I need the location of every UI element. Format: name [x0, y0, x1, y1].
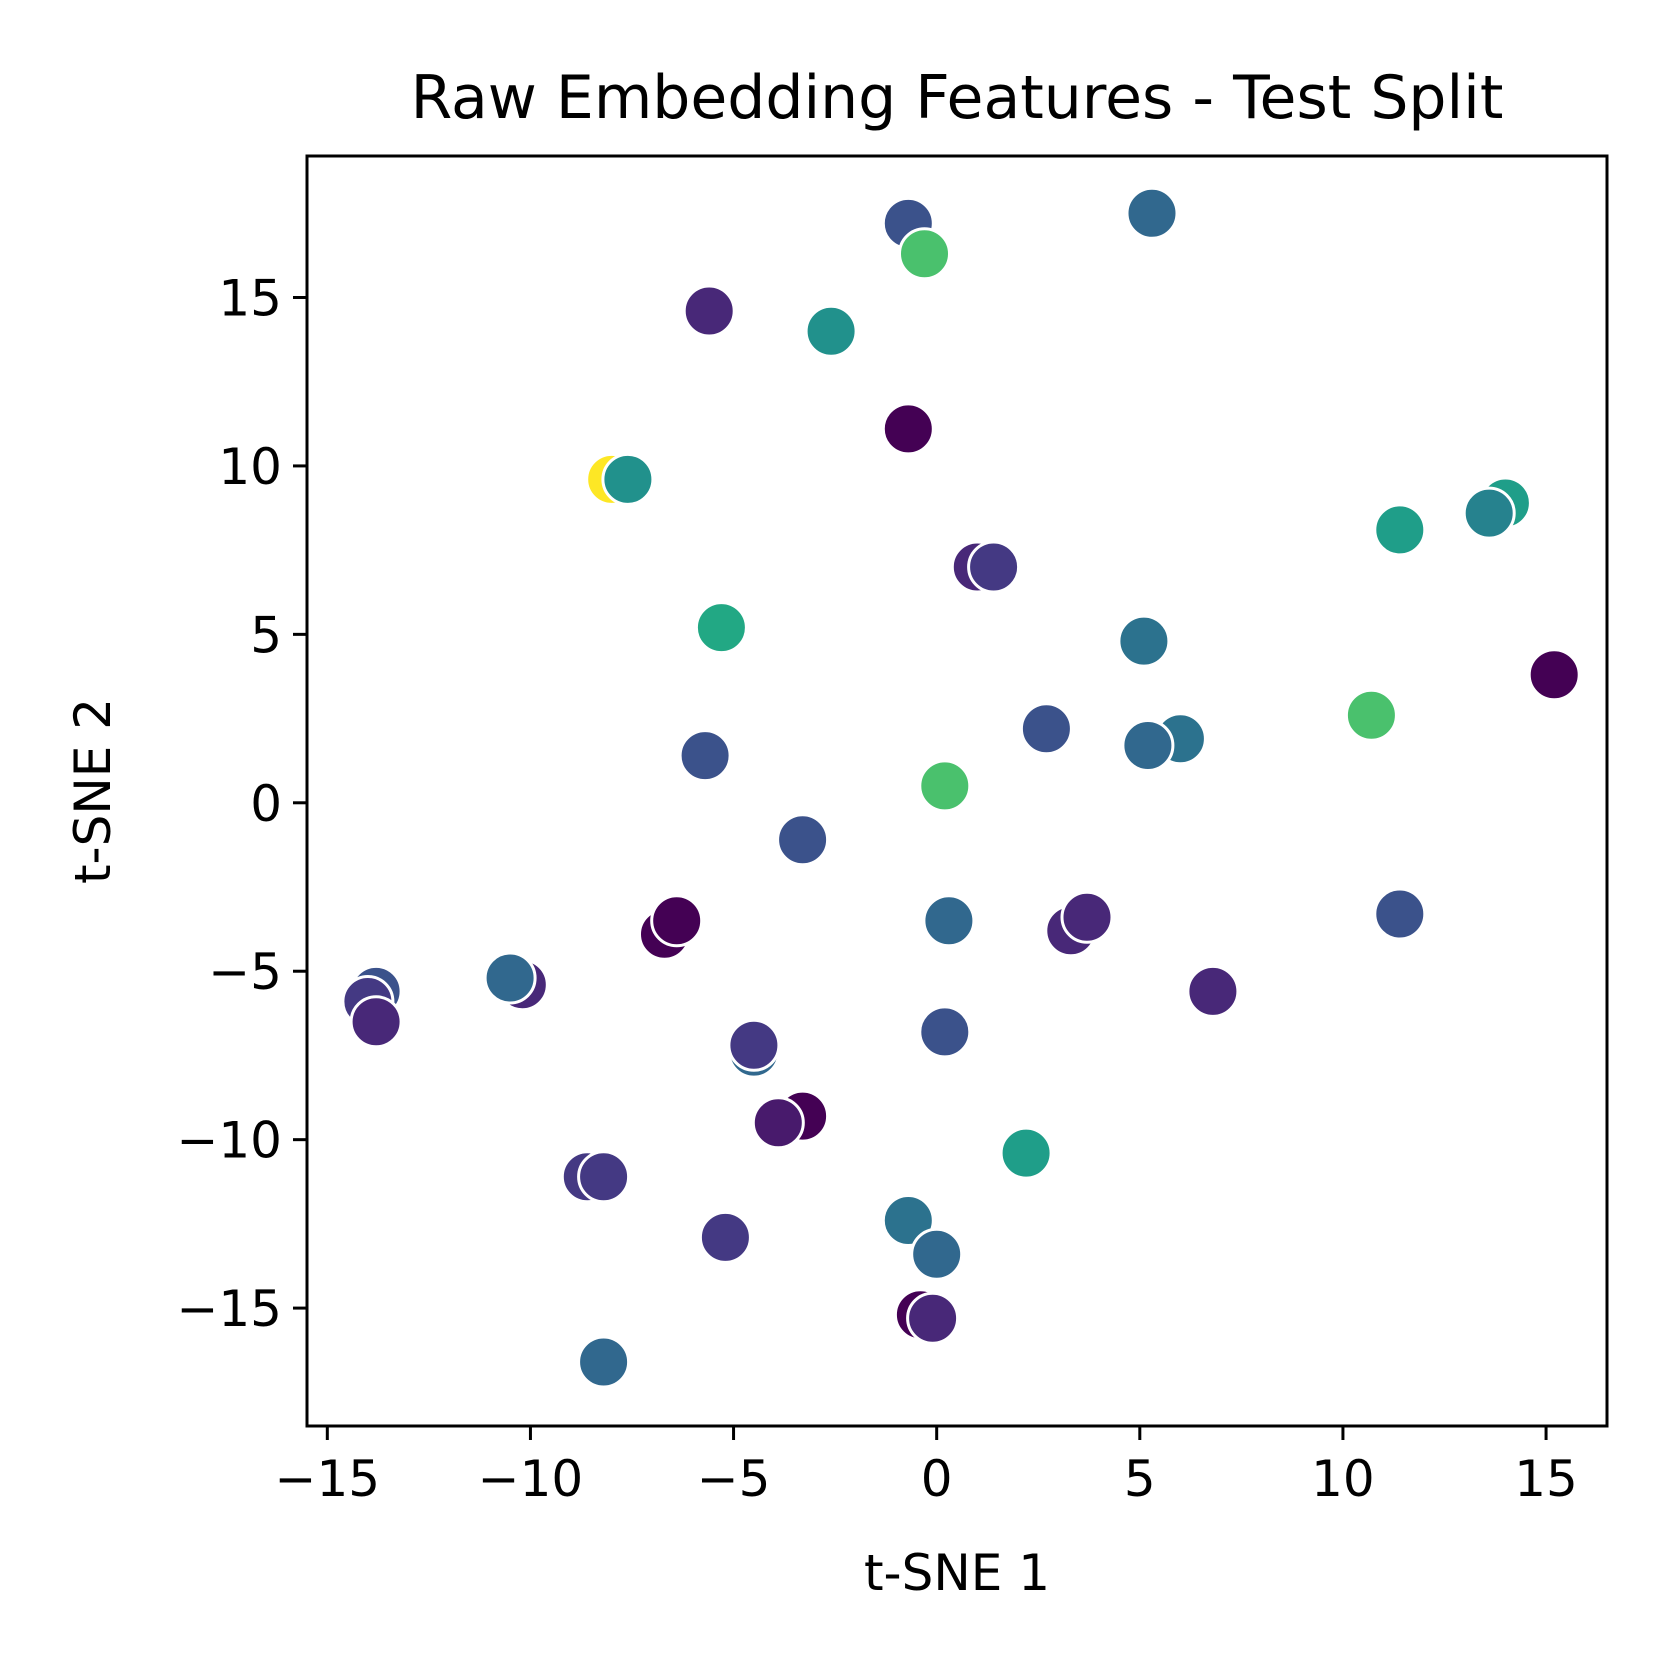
chart-title: Raw Embedding Features - Test Split	[411, 63, 1504, 133]
x-tick-label: 15	[1514, 1450, 1578, 1508]
y-tick-label: −5	[208, 943, 282, 1001]
y-tick-label: −10	[176, 1112, 282, 1170]
data-point-2	[1125, 186, 1179, 240]
data-point-14	[1117, 614, 1171, 668]
data-point-19	[1121, 719, 1175, 772]
data-point-25	[922, 894, 976, 948]
data-point-12	[967, 540, 1021, 594]
data-point-17	[1019, 702, 1073, 756]
y-tick-label: 10	[218, 438, 282, 496]
data-point-31	[349, 995, 403, 1049]
y-axis-label: t-SNE 2	[64, 698, 122, 884]
data-point-34	[1186, 964, 1240, 1018]
x-tick-label: −15	[275, 1450, 381, 1508]
data-point-9	[1462, 486, 1516, 540]
data-point-39	[751, 1096, 805, 1150]
y-tick-label: −15	[176, 1280, 282, 1338]
x-axis-label: t-SNE 1	[864, 1544, 1050, 1602]
data-point-4	[804, 304, 858, 358]
data-point-22	[776, 813, 830, 867]
data-point-33	[483, 951, 537, 1005]
data-point-44	[698, 1210, 752, 1264]
data-point-13	[694, 601, 748, 655]
data-point-15	[1527, 648, 1581, 702]
data-point-1	[898, 227, 951, 281]
x-tick-label: 5	[1124, 1450, 1156, 1508]
x-tick-label: 0	[921, 1450, 953, 1508]
data-point-20	[678, 729, 732, 783]
data-point-36	[727, 1018, 781, 1072]
y-tick-label: 15	[218, 269, 282, 327]
data-point-3	[682, 284, 736, 338]
data-point-37	[918, 1005, 972, 1059]
data-point-5	[881, 402, 935, 456]
data-point-10	[1373, 503, 1427, 557]
y-axis: −15 −10 −5 0 5 10 15	[176, 269, 307, 1338]
data-point-48	[577, 1335, 631, 1389]
y-tick-label: 0	[250, 775, 282, 833]
data-point-47	[906, 1291, 960, 1345]
data-point-28	[1373, 887, 1427, 941]
data-point-24	[650, 894, 704, 948]
data-point-7	[601, 452, 655, 506]
x-tick-label: −10	[478, 1450, 584, 1508]
y-tick-label: 5	[250, 606, 282, 664]
data-point-40	[999, 1126, 1053, 1180]
plot-frame	[305, 154, 1609, 1428]
x-tick-label: 10	[1311, 1450, 1375, 1508]
data-point-45	[910, 1227, 964, 1281]
data-point-27	[1060, 890, 1114, 944]
x-tick-label: −5	[697, 1450, 771, 1508]
x-axis: −15 −10 −5 0 5 10 15	[275, 1426, 1578, 1508]
points-layer	[341, 186, 1581, 1389]
data-point-16	[1344, 688, 1398, 742]
data-point-42	[577, 1150, 631, 1204]
data-point-21	[918, 759, 972, 813]
